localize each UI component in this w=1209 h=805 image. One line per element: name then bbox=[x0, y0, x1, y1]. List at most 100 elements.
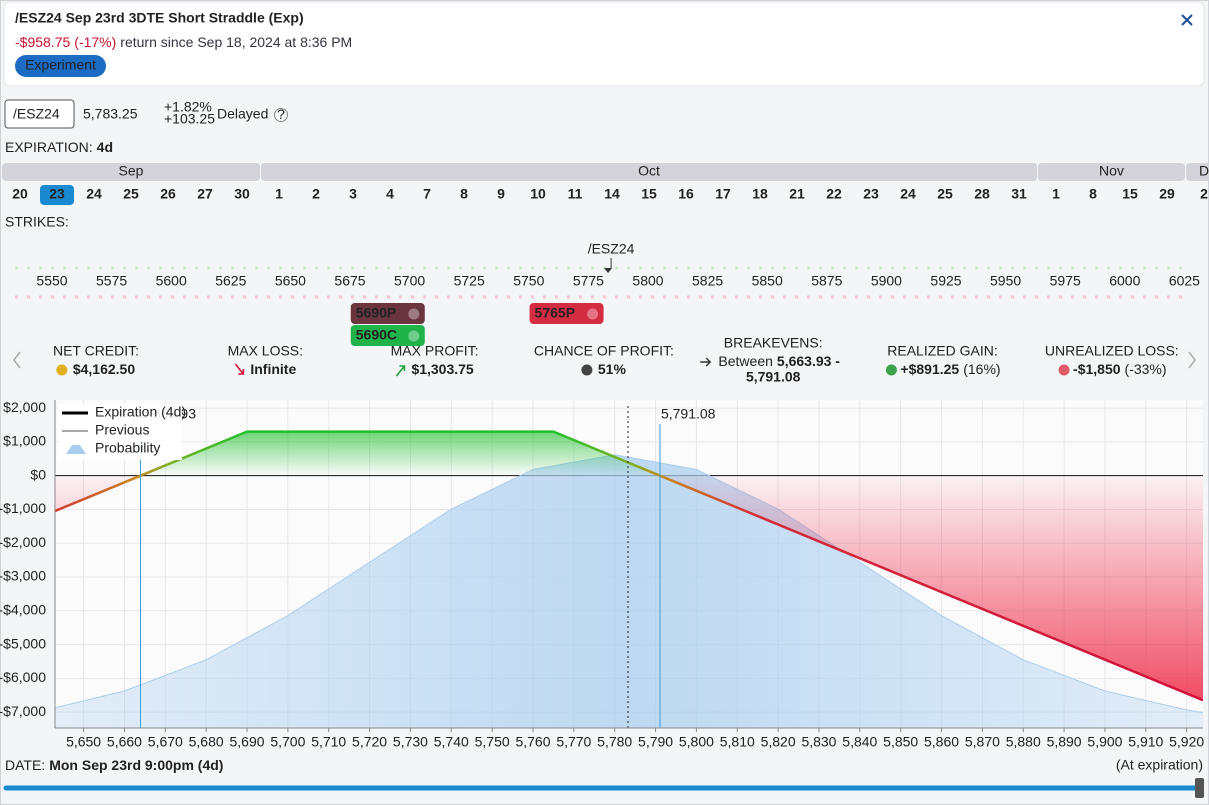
strike: 5650 bbox=[275, 273, 306, 289]
stat-value: +$891.25 (16%) bbox=[900, 361, 1000, 377]
day[interactable]: 28 bbox=[974, 186, 990, 202]
date-label: DATE: bbox=[5, 757, 45, 773]
month: Sep bbox=[119, 163, 144, 179]
x-tick-label: 5,670 bbox=[148, 734, 183, 750]
return-value: -$958.75 bbox=[15, 34, 70, 50]
stat-label: NET CREDIT: bbox=[53, 343, 139, 359]
stat-extra: (16%) bbox=[963, 361, 1000, 377]
stat-label: MAX PROFIT: bbox=[391, 343, 479, 359]
next-arrow[interactable] bbox=[1188, 351, 1196, 369]
legend-label[interactable]: Previous bbox=[95, 422, 149, 438]
x-tick-label: 5,780 bbox=[597, 734, 632, 750]
leg-label: 5690C bbox=[356, 327, 397, 343]
day[interactable]: 27 bbox=[197, 186, 213, 202]
day[interactable]: 1 bbox=[275, 186, 283, 202]
day[interactable]: 25 bbox=[937, 186, 953, 202]
x-tick-label: 5,870 bbox=[965, 734, 1000, 750]
y-tick-label: -$3,000 bbox=[0, 568, 46, 584]
month: D bbox=[1199, 163, 1209, 179]
plot bbox=[55, 430, 1203, 728]
stat-number: -$1,850 bbox=[1073, 361, 1121, 377]
legend-swatch bbox=[66, 445, 86, 454]
slider-handle[interactable] bbox=[1195, 778, 1204, 798]
day[interactable]: 20 bbox=[12, 186, 28, 202]
stat-icon bbox=[700, 357, 712, 367]
y-tick-label: $1,000 bbox=[3, 433, 46, 449]
symbol-input[interactable] bbox=[4, 99, 75, 129]
day[interactable]: 24 bbox=[86, 186, 102, 202]
strike: 5625 bbox=[215, 273, 246, 289]
tag-pill bbox=[15, 55, 106, 77]
day[interactable]: 7 bbox=[423, 186, 431, 202]
day[interactable]: 26 bbox=[160, 186, 176, 202]
day[interactable]: 16 bbox=[678, 186, 694, 202]
x-tick-label: 5,860 bbox=[924, 734, 959, 750]
day[interactable]: 2 bbox=[1200, 186, 1208, 202]
x-tick-label: 5,740 bbox=[434, 734, 469, 750]
day[interactable]: 11 bbox=[568, 186, 583, 202]
day[interactable]: 29 bbox=[1159, 186, 1175, 202]
day[interactable]: 15 bbox=[641, 186, 657, 202]
y-tick-label: -$4,000 bbox=[0, 601, 46, 617]
legend-label[interactable]: Probability bbox=[95, 440, 160, 456]
y-tick-label: -$6,000 bbox=[0, 669, 46, 685]
month-bar bbox=[261, 163, 1037, 181]
stat-number: +$891.25 bbox=[900, 361, 959, 377]
day[interactable]: 24 bbox=[900, 186, 916, 202]
x-tick-label: 5,800 bbox=[679, 734, 714, 750]
day[interactable]: 10 bbox=[530, 186, 546, 202]
leg-tag[interactable] bbox=[529, 303, 604, 324]
leg-tag[interactable] bbox=[350, 325, 425, 346]
stat-label: REALIZED GAIN: bbox=[887, 343, 997, 359]
legend-label[interactable]: Expiration (4d) bbox=[95, 404, 186, 420]
day[interactable]: 8 bbox=[460, 186, 468, 202]
stat-number: Infinite bbox=[250, 361, 296, 377]
strike: 5875 bbox=[811, 273, 842, 289]
x-tick-label: 5,910 bbox=[1128, 734, 1163, 750]
stat-icon bbox=[56, 364, 68, 376]
day[interactable]: 18 bbox=[752, 186, 768, 202]
day[interactable]: 30 bbox=[234, 186, 250, 202]
help-icon[interactable] bbox=[274, 108, 288, 122]
leg-label: 5690P bbox=[356, 305, 396, 321]
prev-arrow[interactable] bbox=[13, 351, 21, 369]
day[interactable]: 23 bbox=[863, 186, 879, 202]
day[interactable]: 21 bbox=[789, 186, 805, 202]
day[interactable]: 31 bbox=[1011, 186, 1027, 202]
day[interactable]: 2 bbox=[312, 186, 320, 202]
strike: 5825 bbox=[692, 273, 723, 289]
strike: 6025 bbox=[1169, 273, 1200, 289]
x-tick-label: 5,900 bbox=[1087, 734, 1122, 750]
x-tick-label: 5,890 bbox=[1047, 734, 1082, 750]
day[interactable]: 9 bbox=[497, 186, 505, 202]
x-tick-label: 5,710 bbox=[311, 734, 346, 750]
leg-tag[interactable] bbox=[350, 303, 425, 324]
stat-value: -$1,850 (-33%) bbox=[1073, 361, 1167, 377]
stat-icon bbox=[581, 364, 593, 376]
price: 5,783.25 bbox=[83, 106, 138, 122]
month-bar bbox=[2, 163, 260, 181]
day[interactable]: 22 bbox=[826, 186, 842, 202]
day[interactable]: 4 bbox=[386, 186, 394, 202]
close-button[interactable] bbox=[1181, 14, 1193, 26]
expiration-label: EXPIRATION: bbox=[5, 139, 93, 155]
day[interactable]: 15 bbox=[1122, 186, 1138, 202]
day[interactable]: 23 bbox=[49, 186, 65, 202]
stat-value: Infinite bbox=[250, 361, 296, 377]
x-tick-label: 5,720 bbox=[352, 734, 387, 750]
symbol: /ESZ24 bbox=[13, 106, 60, 122]
day[interactable]: 3 bbox=[349, 186, 357, 202]
y-tick-label: -$7,000 bbox=[0, 703, 46, 719]
day[interactable]: 1 bbox=[1052, 186, 1060, 202]
day[interactable]: 17 bbox=[715, 186, 731, 202]
change: +103.25 bbox=[164, 111, 215, 127]
strike: 5675 bbox=[334, 273, 365, 289]
y-tick-label: $2,000 bbox=[3, 399, 46, 415]
day[interactable]: 8 bbox=[1089, 186, 1097, 202]
day[interactable]: 14 bbox=[604, 186, 620, 202]
day[interactable]: 25 bbox=[123, 186, 139, 202]
strike: 5775 bbox=[573, 273, 604, 289]
strikes-label: STRIKES: bbox=[5, 214, 69, 230]
stat-number: 5,663.93 - bbox=[777, 353, 840, 369]
